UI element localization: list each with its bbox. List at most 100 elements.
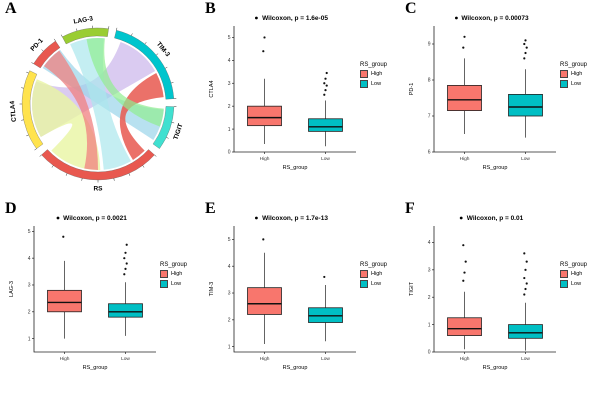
panel-letter-e: E <box>205 200 216 217</box>
outlier-point <box>524 51 527 55</box>
chord-label-RS: RS <box>93 186 103 193</box>
outlier-point <box>125 262 128 265</box>
x-tick-label: Low <box>321 356 330 362</box>
y-tick-label: 3 <box>428 268 431 274</box>
y-tick-label: 8 <box>428 78 431 84</box>
chord-label-CTLA4: CTLA4 <box>9 100 18 122</box>
legend-label: Low <box>371 81 382 87</box>
panel-a: A LAG-3 TIM-3 TIGIT RS CTLA4 PD-1 <box>0 0 200 200</box>
legend-swatch-high <box>360 70 368 78</box>
outlier-point <box>462 244 465 247</box>
y-axis-label: TIGIT <box>409 281 415 296</box>
legend-label: High <box>571 71 583 77</box>
legend-rs-group: RS_group High Low <box>360 262 398 290</box>
panel-f: F Wilcoxon, p = 0.01 0 1 2 3 4 High Low RS_group… <box>400 200 600 400</box>
legend-label: Low <box>171 281 182 287</box>
chord-axis-tick <box>113 178 115 181</box>
plot-axes <box>33 226 156 353</box>
boxplot-tigit: Wilcoxon, p = 0.01 0 1 2 3 4 High Low RS_group TI… <box>409 215 556 371</box>
title-point <box>255 216 258 220</box>
boxplot-ctla4: Wilcoxon, p = 1.6e-05 0 1 2 3 4 5 High Low RS_gro… <box>209 15 356 171</box>
y-tick-label: 1 <box>228 127 231 133</box>
legend-item-high: High <box>360 70 398 78</box>
outlier-point <box>62 235 65 238</box>
box-high <box>247 36 282 144</box>
y-tick-label: 2 <box>228 104 231 110</box>
box-low <box>108 243 143 336</box>
panel-d: D Wilcoxon, p = 0.0021 1 2 3 4 5 High Low RS_gro… <box>0 200 200 400</box>
chord-axis-tick <box>154 154 157 157</box>
wilcoxon-p-label: Wilcoxon, p = 1.6e-05 <box>262 15 328 22</box>
y-tick-label: 2 <box>28 309 31 315</box>
wilcoxon-p-label: Wilcoxon, p = 0.01 <box>467 215 524 222</box>
y-tick-label: 2 <box>228 318 231 324</box>
y-tick-label: 1 <box>428 322 431 328</box>
legend-label: Low <box>571 81 582 87</box>
legend-item-low: Low <box>560 80 598 88</box>
chord-axis-tick <box>41 49 44 52</box>
chord-label-TIM-3: TIM-3 <box>155 41 172 59</box>
legend-swatch-low <box>560 80 568 88</box>
legend-title: RS_group <box>360 62 388 68</box>
legend-item-high: High <box>560 70 598 78</box>
box-high <box>447 35 482 134</box>
wilcoxon-p-label: Wilcoxon, p = 1.7e-13 <box>262 215 328 222</box>
panel-b: B Wilcoxon, p = 1.6e-05 0 1 2 3 4 5 High Low RS_g… <box>200 0 400 200</box>
chord-label-LAG-3: LAG-3 <box>73 15 94 25</box>
outlier-point <box>323 82 326 85</box>
outlier-point <box>524 287 527 291</box>
outlier-point <box>463 271 466 274</box>
outlier-point <box>323 275 326 279</box>
x-axis-label: RS_group <box>83 365 108 371</box>
y-tick-label: 5 <box>228 35 231 41</box>
box-low <box>508 252 543 351</box>
title-point <box>255 16 258 20</box>
chord-axis-tick <box>21 119 24 121</box>
legend-swatch-low <box>360 80 368 88</box>
chord-segment-LAG-3 <box>62 27 109 45</box>
y-tick-label: 4 <box>228 264 231 270</box>
y-tick-label: 4 <box>28 256 31 262</box>
outlier-point <box>523 57 526 60</box>
y-tick-label: 0 <box>428 350 431 356</box>
outlier-point <box>523 42 526 46</box>
legend-swatch-high <box>160 270 168 278</box>
legend-item-high: High <box>360 270 398 278</box>
outlier-point <box>325 71 328 75</box>
y-axis-label: PD-1 <box>409 83 415 96</box>
outlier-point <box>124 267 127 270</box>
x-tick-label: High <box>260 156 270 162</box>
chord-axis-tick <box>170 82 174 84</box>
chord-axis-tick <box>116 27 118 31</box>
x-tick-label: High <box>460 356 470 362</box>
legend-item-high: High <box>160 270 198 278</box>
panel-letter-c: C <box>405 0 417 17</box>
boxplot-pd1: Wilcoxon, p = 0.00073 6 7 8 9 High Low RS_group… <box>409 15 556 171</box>
legend-swatch-low <box>560 280 568 288</box>
chord-axis-tick <box>65 173 68 176</box>
chord-axis-tick <box>26 71 29 74</box>
wilcoxon-p-label: Wilcoxon, p = 0.00073 <box>461 15 529 22</box>
panel-e: E Wilcoxon, p = 1.7e-13 1 2 3 4 5 High Low RS_gr… <box>200 200 400 400</box>
x-tick-label: Low <box>521 156 530 162</box>
legend-label: Low <box>371 281 382 287</box>
chord-ribbon-CTLA4-RS <box>32 79 101 170</box>
x-tick-label: High <box>460 156 470 162</box>
y-tick-label: 0 <box>228 150 231 156</box>
legend-label: Low <box>571 281 582 287</box>
outlier-point <box>324 77 327 80</box>
chord-label-TIGIT: TIGIT <box>173 123 185 141</box>
legend-swatch-high <box>560 70 568 78</box>
panel-letter-a: A <box>5 0 17 17</box>
outlier-point <box>262 50 265 53</box>
chord-axis-tick <box>144 41 147 45</box>
legend-label: High <box>571 271 583 277</box>
legend-rs-group: RS_group High Low <box>160 262 198 290</box>
chord-axis-tick <box>26 134 29 137</box>
legend-item-low: Low <box>360 280 398 288</box>
chord-axis-tick <box>142 165 145 168</box>
x-tick-label: Low <box>321 156 330 162</box>
outlier-point <box>523 293 526 296</box>
chord-ribbon-LAG-3-TIGIT <box>86 37 164 127</box>
